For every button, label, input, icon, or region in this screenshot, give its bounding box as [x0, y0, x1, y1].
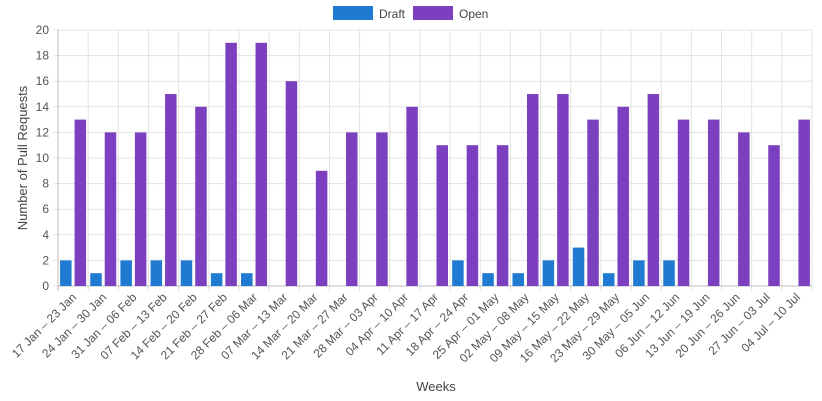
y-tick-label: 18 [36, 49, 50, 63]
bar-open[interactable] [346, 132, 358, 286]
bar-draft[interactable] [120, 260, 132, 286]
bars [60, 42, 810, 286]
y-tick-label: 12 [36, 125, 50, 139]
bar-open[interactable] [677, 119, 690, 286]
bar-draft[interactable] [482, 273, 494, 286]
bar-open[interactable] [617, 106, 629, 286]
y-tick-label: 0 [42, 279, 49, 293]
bar-open[interactable] [195, 106, 207, 286]
y-tick-label: 20 [36, 23, 50, 37]
legend-label-open: Open [459, 7, 488, 21]
bar-draft[interactable] [60, 260, 72, 286]
y-tick-label: 14 [36, 100, 50, 114]
bar-open[interactable] [768, 145, 780, 286]
bar-open[interactable] [225, 42, 237, 286]
legend: Draft Open [333, 6, 488, 21]
bar-open[interactable] [255, 42, 268, 286]
bar-open[interactable] [315, 170, 328, 286]
bar-draft[interactable] [90, 273, 102, 286]
bar-draft[interactable] [241, 273, 253, 286]
y-tick-label: 8 [42, 177, 49, 191]
y-tick-label: 2 [42, 253, 49, 267]
bar-open[interactable] [134, 132, 147, 286]
bar-draft[interactable] [180, 260, 193, 286]
bar-open[interactable] [587, 119, 599, 286]
y-axis-title: Number of Pull Requests [15, 85, 30, 230]
bar-draft[interactable] [602, 273, 615, 286]
bar-open[interactable] [376, 132, 388, 286]
legend-label-draft: Draft [379, 7, 406, 21]
bar-draft[interactable] [210, 273, 223, 286]
bar-open[interactable] [285, 81, 298, 286]
bar-open[interactable] [436, 145, 449, 286]
bar-open[interactable] [165, 94, 177, 286]
bar-open[interactable] [647, 94, 660, 286]
bar-open[interactable] [557, 94, 569, 286]
bar-draft[interactable] [150, 260, 163, 286]
bar-open[interactable] [104, 132, 117, 286]
x-axis-title: Weeks [416, 379, 456, 394]
y-axis-ticks: 0 2 4 6 8 10 12 14 16 18 20 [36, 23, 50, 293]
legend-item-open[interactable]: Open [413, 6, 488, 21]
y-tick-label: 10 [36, 151, 50, 165]
bar-open[interactable] [526, 94, 539, 286]
bar-draft[interactable] [452, 260, 464, 286]
y-tick-label: 16 [36, 74, 50, 88]
bar-draft[interactable] [542, 260, 555, 286]
bar-open[interactable] [496, 145, 509, 286]
bar-open[interactable] [74, 119, 87, 286]
bar-draft[interactable] [572, 247, 585, 286]
legend-item-draft[interactable]: Draft [333, 6, 406, 21]
y-tick-label: 6 [42, 202, 49, 216]
bar-draft[interactable] [633, 260, 645, 286]
legend-swatch-draft [333, 6, 373, 20]
bar-open[interactable] [707, 119, 720, 286]
legend-swatch-open [413, 6, 453, 20]
bar-draft[interactable] [663, 260, 675, 286]
y-tick-label: 4 [42, 228, 49, 242]
bar-open[interactable] [738, 132, 750, 286]
bar-draft[interactable] [512, 273, 524, 286]
bar-open[interactable] [798, 119, 810, 286]
bar-open[interactable] [406, 106, 418, 286]
bar-open[interactable] [466, 145, 479, 286]
